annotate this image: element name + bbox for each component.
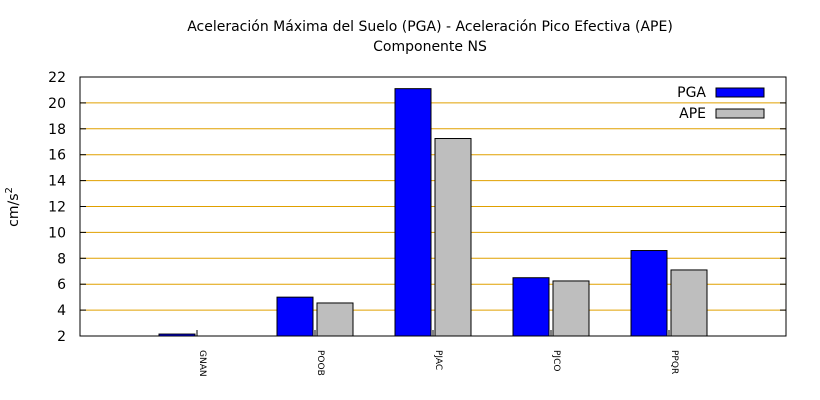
bar-ape-ppqr <box>670 269 708 337</box>
legend-label-pga: PGA <box>677 85 706 101</box>
y-tick-label: 16 <box>48 148 66 164</box>
y-tick-label: 18 <box>48 122 66 138</box>
y-tick-label: 2 <box>57 329 66 345</box>
bar-pga-gnan <box>158 333 196 337</box>
bar-pga-pjco <box>512 277 550 337</box>
x-category-label: POOB <box>315 350 325 376</box>
bar-ape-pjco <box>552 280 590 337</box>
y-tick-label: 8 <box>57 251 66 267</box>
bar-ape-pjac <box>434 138 472 337</box>
y-axis-label: cm/s2 <box>4 187 22 227</box>
y-tick-label: 6 <box>57 277 66 293</box>
y-tick-label: 12 <box>48 200 66 216</box>
y-tick-label: 10 <box>48 225 66 241</box>
y-axis-label-exponent: 2 <box>4 187 15 193</box>
bar-ape-poob <box>316 302 354 337</box>
y-tick-label: 22 <box>48 70 66 86</box>
x-category-label: PJCO <box>551 350 561 371</box>
y-tick-label: 4 <box>57 303 66 319</box>
bar-pga-ppqr <box>630 250 668 337</box>
bar-pga-poob <box>276 296 314 337</box>
x-category-label: PPQR <box>669 350 679 374</box>
plot-area: 2 4 6 8 10 12 14 16 18 20 22 GNAN POOB PJAC PJCO PPQR PG… <box>48 70 787 377</box>
legend-swatch-ape <box>715 108 765 119</box>
legend-swatch-pga <box>715 87 765 98</box>
x-category-label: GNAN <box>197 350 207 377</box>
chart-subtitle: Componente NS <box>373 39 487 55</box>
y-axis-label-unit: cm/s <box>6 194 22 227</box>
x-category-label: PJAC <box>433 350 443 370</box>
chart-title: Aceleración Máxima del Suelo (PGA) - Ace… <box>187 19 673 35</box>
bar-pga-pjac <box>394 88 432 337</box>
y-tick-label: 14 <box>48 174 66 190</box>
y-tick-label: 20 <box>48 96 66 112</box>
legend-label-ape: APE <box>679 106 706 122</box>
